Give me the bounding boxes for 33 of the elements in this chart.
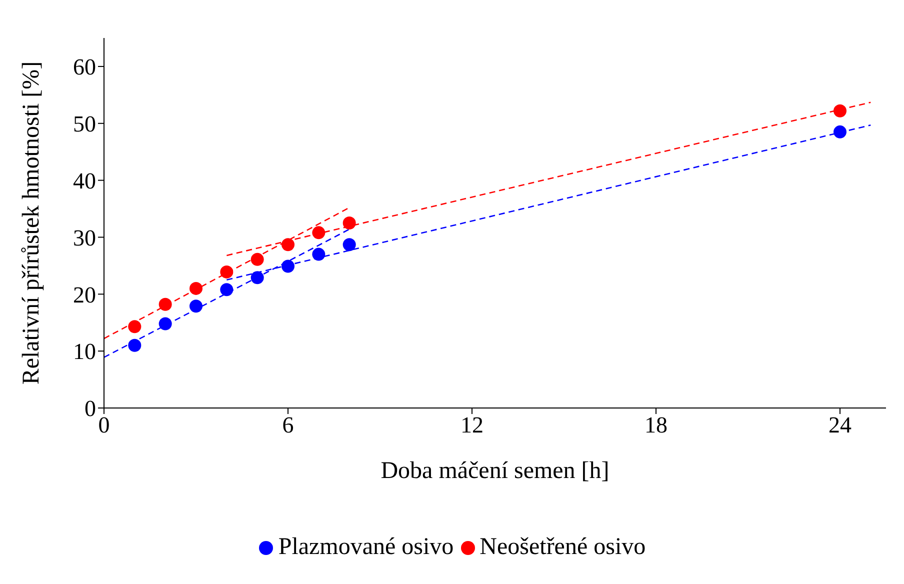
y-axis-title: Relativní přírůstek hmotnosti [%]	[18, 61, 45, 385]
point	[342, 238, 356, 252]
point	[128, 338, 142, 352]
point	[158, 317, 172, 330]
point	[250, 252, 264, 266]
legend-label: Neošetřené osivo	[478, 534, 646, 561]
y-tick-label: 40	[73, 168, 96, 194]
point	[158, 298, 172, 311]
y-tick-label: 50	[73, 112, 96, 137]
point	[282, 238, 294, 252]
x-tick-label: 18	[644, 412, 668, 438]
point	[312, 226, 326, 240]
point	[250, 271, 264, 284]
y-tick-label: 10	[73, 339, 96, 364]
y-tick-label: 0	[84, 396, 96, 422]
x-tick-label: 6	[282, 412, 294, 438]
x-tick-label: 12	[460, 412, 484, 438]
point	[128, 320, 142, 334]
x-axis-title: Doba máčení semen [h]	[380, 458, 610, 484]
point	[220, 265, 234, 278]
legend-label: Plazmované osivo	[277, 534, 454, 561]
point	[282, 260, 294, 273]
point	[834, 104, 846, 118]
x-tick-label: 24	[828, 412, 852, 438]
y-tick-label: 20	[73, 282, 96, 308]
point	[312, 248, 326, 261]
point	[834, 125, 846, 138]
point	[190, 300, 202, 313]
y-tick-label: 30	[73, 225, 96, 250]
point	[220, 283, 234, 296]
point	[190, 282, 202, 295]
point	[342, 216, 356, 230]
y-tick-label: 60	[73, 54, 96, 80]
